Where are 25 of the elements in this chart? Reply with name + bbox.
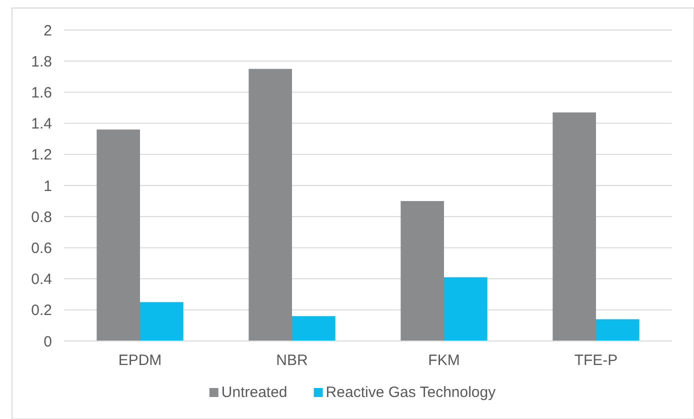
y-tick-label: 0.4 <box>31 271 52 288</box>
y-tick-label: 1.4 <box>31 116 52 133</box>
y-tick-label: 1 <box>44 178 52 195</box>
y-tick-label: 0.6 <box>31 240 52 257</box>
x-tick-label: FKM <box>428 352 460 369</box>
y-tick-label: 0.8 <box>31 208 52 226</box>
bar <box>596 319 640 341</box>
bar <box>552 112 596 341</box>
x-tick-label: TFE-P <box>574 352 618 369</box>
legend-label: Untreated <box>221 384 288 401</box>
bar <box>292 316 336 341</box>
y-tick-label: 0.2 <box>31 302 52 320</box>
x-tick-label: NBR <box>276 352 308 369</box>
x-tick-label: EPDM <box>118 352 162 369</box>
bar <box>96 130 140 341</box>
y-tick-label: 0 <box>44 333 52 350</box>
legend-label: Reactive Gas Technology <box>326 384 496 401</box>
y-tick-label: 1.6 <box>31 84 52 102</box>
bar <box>444 277 488 341</box>
y-tick-label: 1.2 <box>31 146 52 164</box>
bar <box>140 302 184 341</box>
bar <box>400 201 444 341</box>
bar <box>248 68 292 341</box>
y-tick-label: 2 <box>44 22 52 40</box>
y-tick-label: 1.8 <box>31 53 52 70</box>
